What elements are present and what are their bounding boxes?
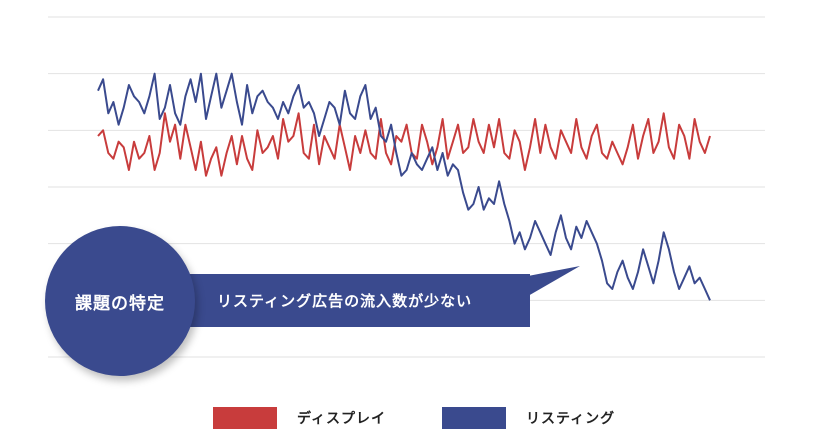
legend-swatch-listing xyxy=(442,407,506,429)
legend-item-listing: リスティング xyxy=(442,405,615,431)
series-line-listing xyxy=(97,72,711,301)
gridlines xyxy=(48,16,765,358)
legend-label-listing: リスティング xyxy=(526,411,616,427)
series-line-display xyxy=(97,112,711,177)
legend-item-display: ディスプレイ xyxy=(213,405,386,431)
legend-label-display: ディスプレイ xyxy=(297,411,387,427)
series-lines xyxy=(97,72,711,301)
legend-swatch-display xyxy=(213,407,277,429)
